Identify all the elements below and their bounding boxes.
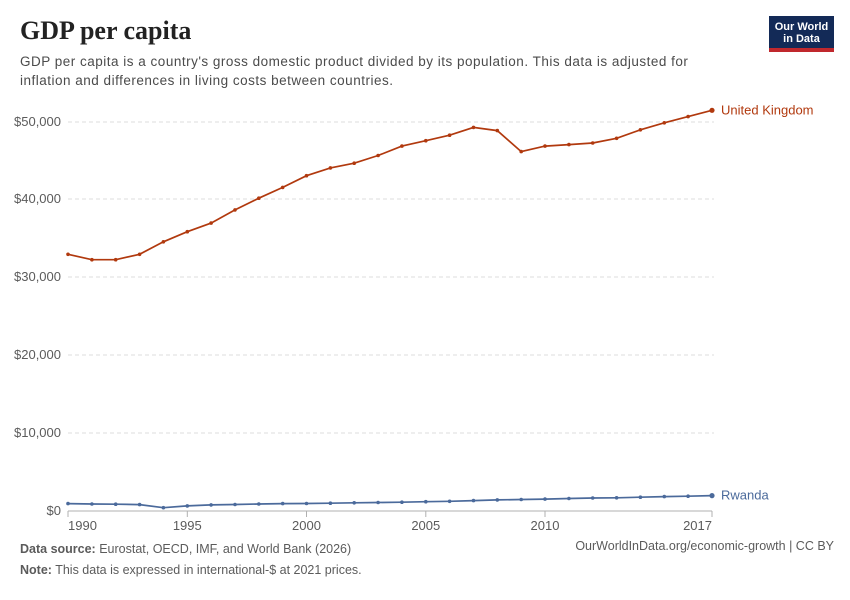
svg-text:Rwanda: Rwanda — [721, 488, 769, 503]
svg-text:$0: $0 — [47, 503, 61, 518]
svg-text:2000: 2000 — [292, 518, 321, 533]
svg-text:1995: 1995 — [173, 518, 202, 533]
svg-text:$40,000: $40,000 — [14, 191, 61, 206]
svg-text:$30,000: $30,000 — [14, 269, 61, 284]
svg-text:$20,000: $20,000 — [14, 347, 61, 362]
svg-text:2005: 2005 — [411, 518, 440, 533]
svg-text:1990: 1990 — [68, 518, 97, 533]
svg-text:2010: 2010 — [531, 518, 560, 533]
svg-text:United Kingdom: United Kingdom — [721, 103, 814, 118]
svg-text:2017: 2017 — [683, 518, 712, 533]
svg-text:$10,000: $10,000 — [14, 425, 61, 440]
svg-text:$50,000: $50,000 — [14, 114, 61, 129]
